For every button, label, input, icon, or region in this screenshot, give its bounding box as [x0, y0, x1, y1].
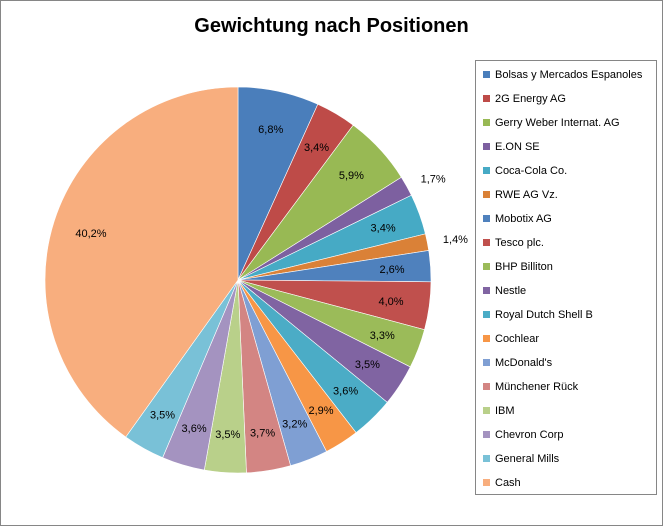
legend-item: Chevron Corp — [483, 423, 563, 447]
data-label-13: 3,2% — [282, 419, 307, 431]
legend-item: Tesco plc. — [483, 231, 544, 255]
legend-label: Bolsas y Mercados Espanoles — [495, 69, 643, 81]
legend-label: Coca-Cola Co. — [495, 165, 568, 177]
legend-swatch — [483, 430, 490, 438]
pie-slice-18 — [44, 86, 239, 438]
legend-swatch — [483, 142, 490, 150]
legend-item: Cash — [483, 471, 521, 495]
legend-item: BHP Billiton — [483, 255, 553, 279]
data-label-5: 3,4% — [371, 222, 396, 234]
data-label-15: 3,5% — [215, 429, 240, 441]
legend-item: General Mills — [483, 447, 559, 471]
legend-swatch — [483, 238, 490, 246]
data-label-16: 3,6% — [182, 423, 207, 435]
legend-item: Bolsas y Mercados Espanoles — [483, 63, 642, 87]
legend-label: General Mills — [495, 453, 560, 465]
legend-item: Münchener Rück — [483, 375, 578, 399]
data-label-10: 3,5% — [355, 359, 380, 371]
legend-label: 2G Energy AG — [495, 93, 566, 105]
legend-label: Cochlear — [495, 333, 540, 345]
legend-item: RWE AG Vz. — [483, 183, 558, 207]
legend-swatch — [483, 262, 490, 270]
data-label-18: 40,2% — [75, 228, 106, 240]
legend-swatch — [483, 118, 490, 126]
data-label-17: 3,5% — [150, 410, 175, 422]
legend-swatch — [483, 454, 490, 462]
legend-label: Münchener Rück — [495, 381, 579, 393]
data-label-1: 6,8% — [258, 124, 283, 136]
legend-item: E.ON SE — [483, 135, 540, 159]
legend-label: Nestle — [495, 285, 527, 297]
legend-label: Gerry Weber Internat. AG — [495, 117, 620, 129]
legend-item: Royal Dutch Shell B — [483, 303, 593, 327]
data-label-2: 3,4% — [304, 142, 329, 154]
legend-swatch — [483, 406, 490, 414]
data-label-8: 4,0% — [378, 296, 403, 308]
legend-swatch — [483, 478, 490, 486]
legend-swatch — [483, 334, 490, 342]
data-label-9: 3,3% — [370, 330, 395, 342]
legend-label: IBM — [495, 405, 515, 417]
legend-label: Chevron Corp — [495, 429, 564, 441]
legend-swatch — [483, 166, 490, 174]
legend-item: 2G Energy AG — [483, 87, 566, 111]
legend-label: Cash — [495, 477, 521, 489]
legend-item: IBM — [483, 399, 515, 423]
data-label-14: 3,7% — [250, 427, 275, 439]
legend-label: Mobotix AG — [495, 213, 552, 225]
legend-item: Mobotix AG — [483, 207, 552, 231]
data-label-3: 5,9% — [339, 170, 364, 182]
legend-label: RWE AG Vz. — [495, 189, 558, 201]
legend-swatch — [483, 190, 490, 198]
data-label-6: 1,4% — [443, 234, 468, 246]
legend-label: BHP Billiton — [495, 261, 553, 273]
data-label-4: 1,7% — [421, 173, 446, 185]
legend-label: Royal Dutch Shell B — [495, 309, 593, 321]
data-label-11: 3,6% — [333, 386, 358, 398]
data-label-7: 2,6% — [379, 264, 404, 276]
data-label-12: 2,9% — [308, 405, 333, 417]
legend-item: McDonald's — [483, 351, 552, 375]
legend-swatch — [483, 94, 490, 102]
chart-title: Gewichtung nach Positionen — [194, 15, 469, 37]
legend-item: Coca-Cola Co. — [483, 159, 567, 183]
legend-swatch — [483, 310, 490, 318]
legend-label: McDonald's — [495, 357, 553, 369]
legend-swatch — [483, 70, 490, 78]
legend-swatch — [483, 382, 490, 390]
legend-label: E.ON SE — [495, 141, 540, 153]
legend-item: Gerry Weber Internat. AG — [483, 111, 620, 135]
legend-label: Tesco plc. — [495, 237, 544, 249]
legend-item: Cochlear — [483, 327, 539, 351]
legend: Bolsas y Mercados Espanoles 2G Energy AG G… — [475, 60, 657, 495]
legend-swatch — [483, 214, 490, 222]
legend-swatch — [483, 286, 490, 294]
legend-swatch — [483, 358, 490, 366]
legend-item: Nestle — [483, 279, 526, 303]
